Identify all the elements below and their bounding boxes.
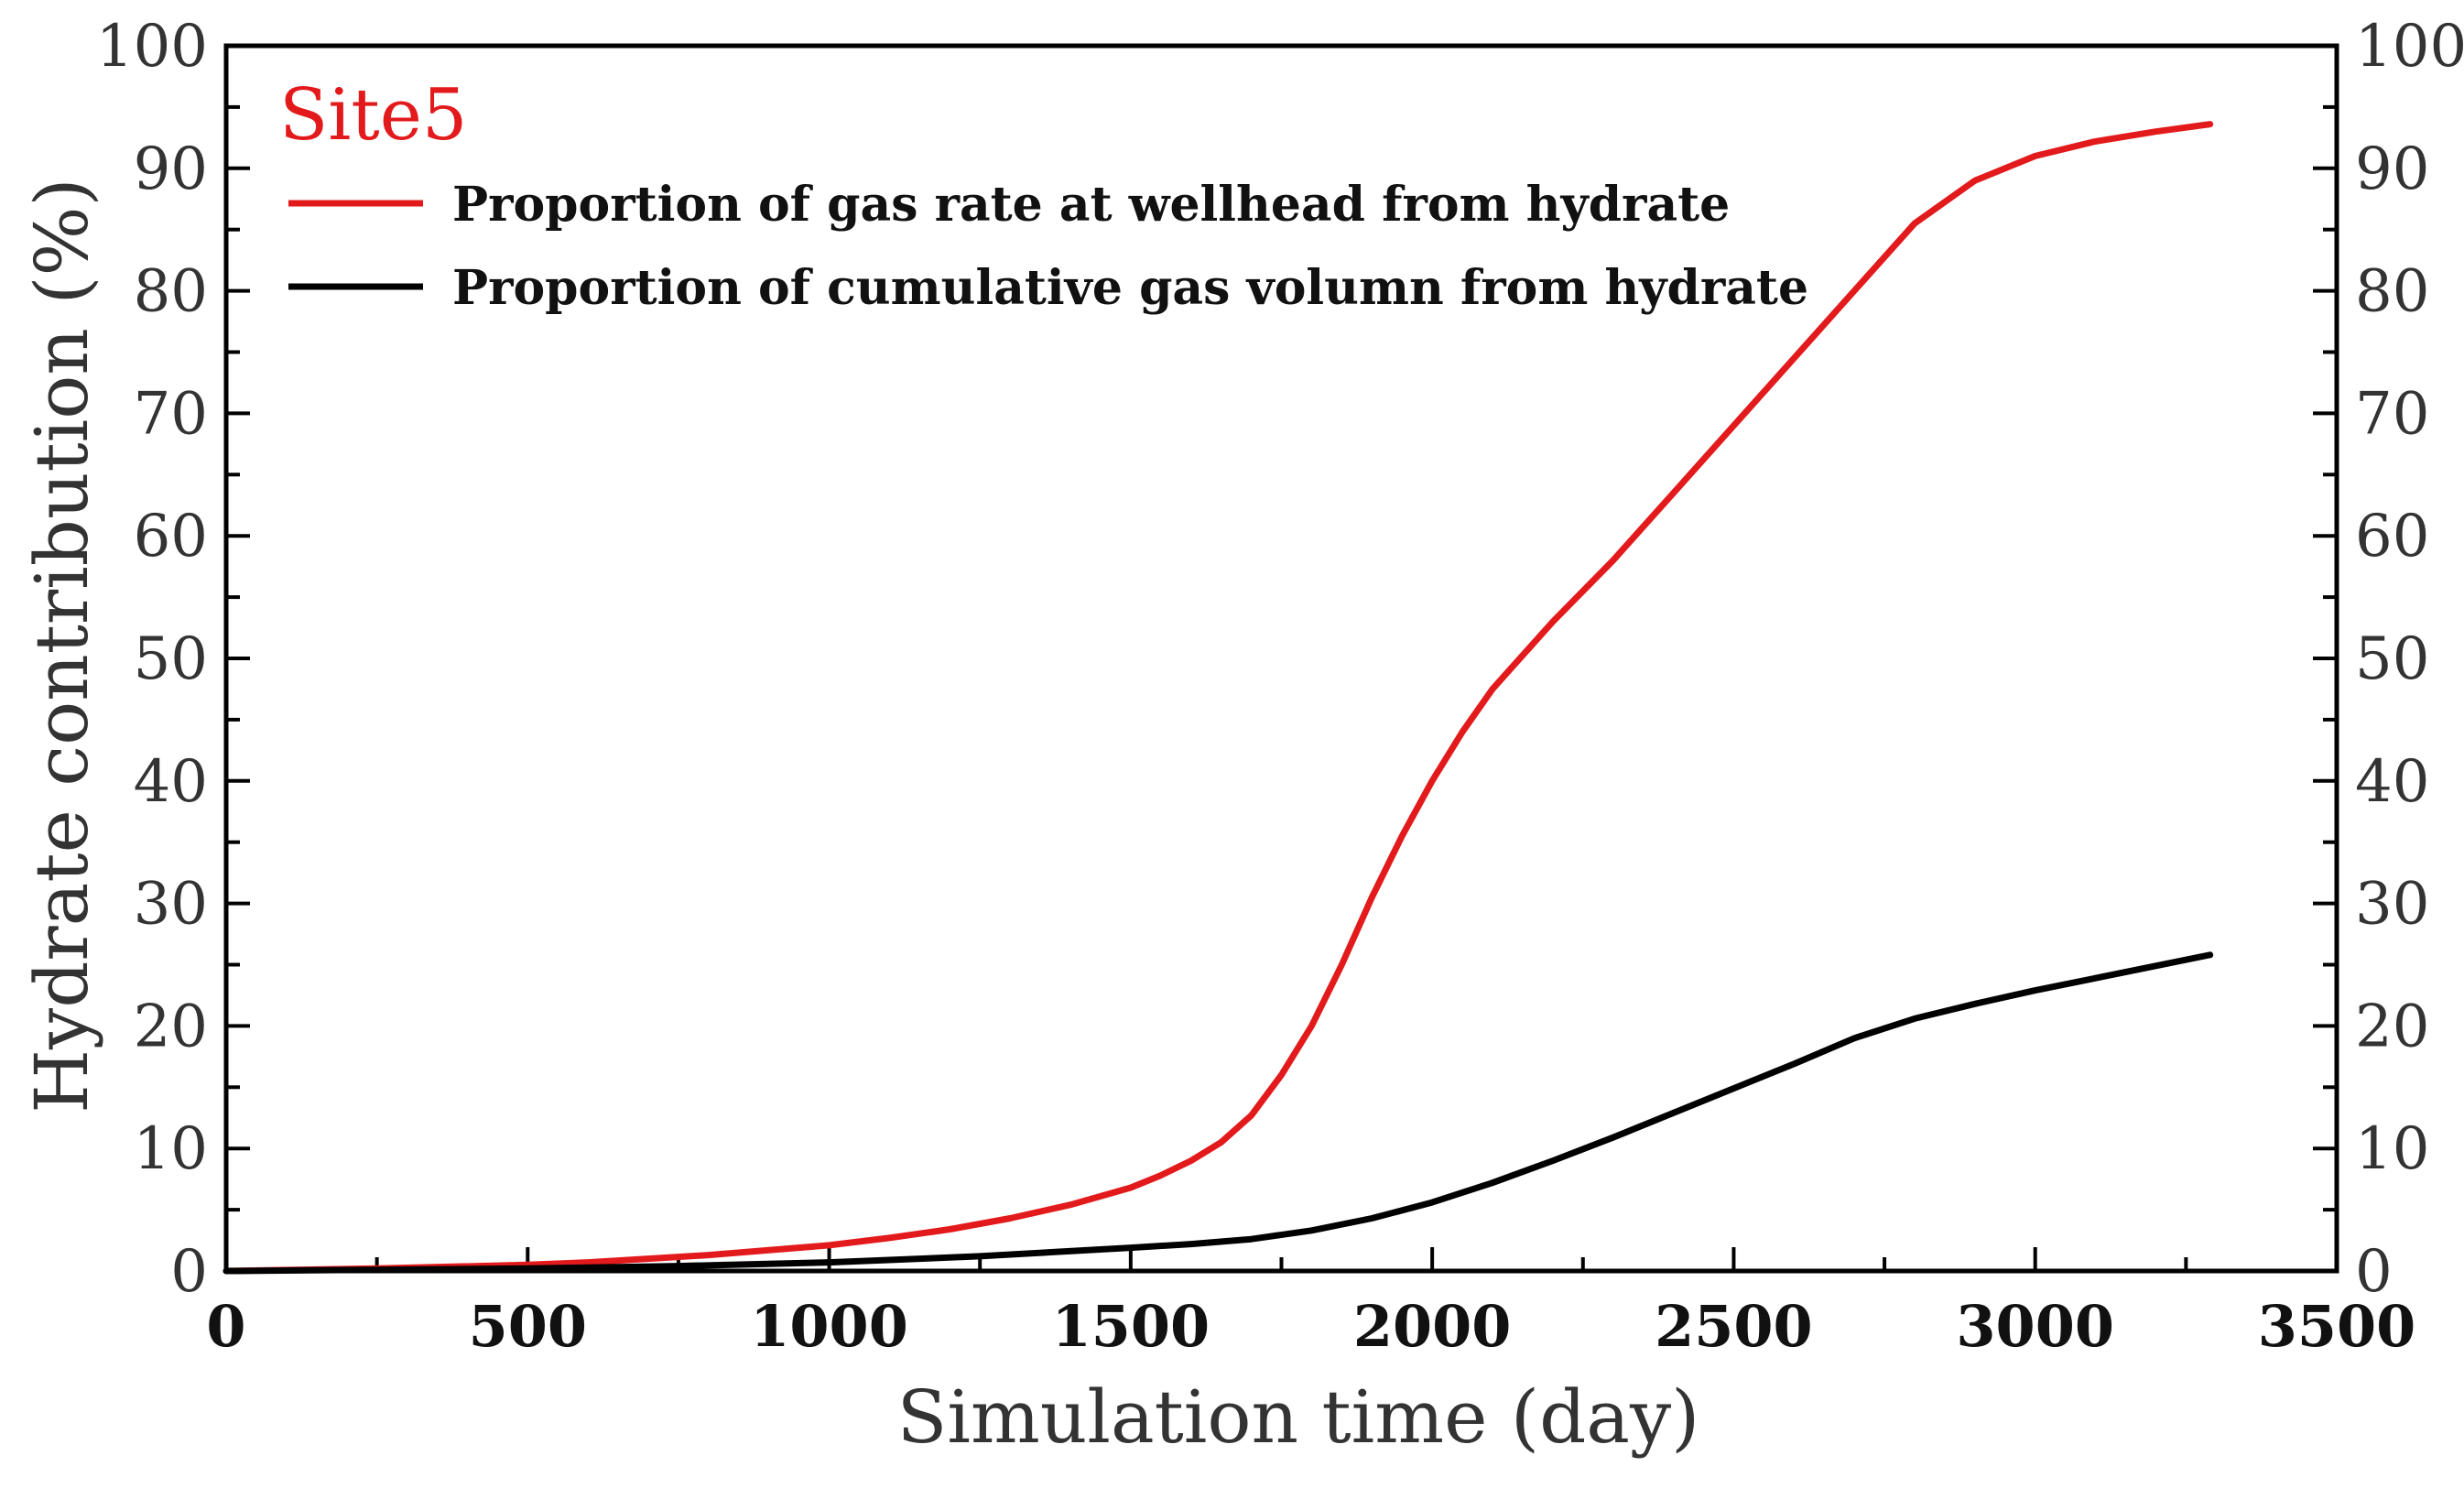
- legend-label-cumulative-volume: Proportion of cumulative gas volumn from…: [452, 260, 1808, 316]
- y-tick-label-right: 20: [2355, 993, 2429, 1060]
- y-tick-label-right: 100: [2355, 13, 2464, 81]
- y-axis-title: Hydrate contribution (%): [19, 178, 104, 1113]
- x-axis-title: Simulation time (day): [897, 1374, 1700, 1460]
- y-tick-label-left: 60: [134, 503, 208, 570]
- y-tick-label-right: 90: [2355, 136, 2429, 203]
- panel-label: Site5: [279, 74, 468, 157]
- y-tick-label-right: 70: [2355, 380, 2429, 448]
- x-tick-label: 3500: [2258, 1293, 2416, 1360]
- y-tick-label-left: 40: [134, 748, 208, 816]
- x-tick-label: 500: [469, 1293, 587, 1360]
- x-tick-label: 2000: [1353, 1293, 1512, 1360]
- series-layer: [223, 121, 2214, 1275]
- y-tick-label-left: 90: [134, 136, 208, 203]
- y-tick-label-right: 0: [2355, 1238, 2393, 1306]
- series-line-gas-rate: [223, 121, 2214, 1275]
- y-tick-label-right: 40: [2355, 748, 2429, 816]
- x-tick-label: 1500: [1052, 1293, 1210, 1360]
- y-tick-label-left: 10: [134, 1115, 208, 1183]
- x-tick-label: 2500: [1655, 1293, 1813, 1360]
- x-tick-label: 3000: [1956, 1293, 2114, 1360]
- y-tick-label-left: 50: [134, 625, 208, 693]
- y-tick-label-left: 70: [134, 380, 208, 448]
- y-tick-label-right: 60: [2355, 503, 2429, 570]
- legend: Proportion of gas rate at wellhead from …: [288, 177, 1808, 316]
- y-tick-label-left: 0: [170, 1238, 208, 1306]
- y-tick-label-right: 30: [2355, 871, 2429, 939]
- y-tick-label-left: 30: [134, 871, 208, 939]
- legend-label-gas-rate: Proportion of gas rate at wellhead from …: [452, 177, 1730, 233]
- x-tick-label: 1000: [750, 1293, 908, 1360]
- y-tick-label-right: 10: [2355, 1115, 2429, 1183]
- plot-frame: [223, 43, 2339, 1274]
- y-tick-label-right: 50: [2355, 625, 2429, 693]
- y-tick-label-left: 80: [134, 258, 208, 326]
- y-tick-label-left: 100: [96, 13, 208, 81]
- x-tick-label: 0: [206, 1293, 245, 1360]
- series-line-cumulative-volume: [223, 951, 2214, 1275]
- y-tick-label-left: 20: [134, 993, 208, 1060]
- y-tick-label-right: 80: [2355, 258, 2429, 326]
